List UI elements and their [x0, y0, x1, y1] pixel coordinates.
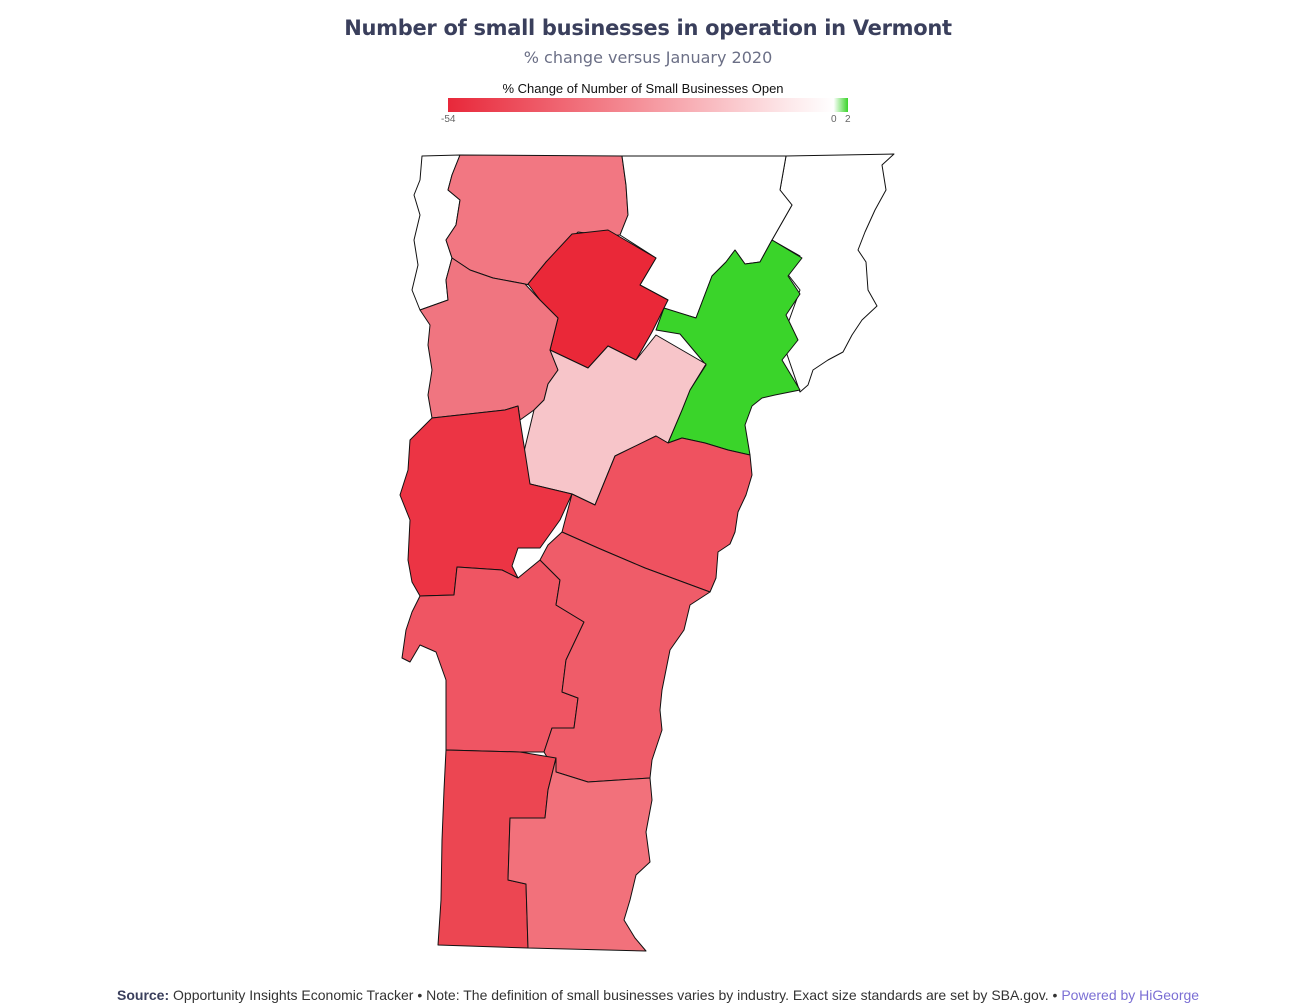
chart-subtitle: % change versus January 2020: [523, 48, 773, 67]
county-essex[interactable]: [771, 153, 895, 393]
footer: Source: Opportunity Insights Economic Tr…: [117, 987, 1199, 1003]
legend-color-scale: [448, 98, 848, 112]
legend-tick-min: -54: [441, 114, 456, 125]
county-windham[interactable]: [507, 757, 653, 952]
legend-tick-zero: 0: [831, 114, 837, 125]
legend-title: % Change of Number of Small Businesses O…: [502, 81, 784, 96]
source-text: Opportunity Insights Economic Tracker • …: [169, 987, 1062, 1003]
powered-by-link[interactable]: Powered by HiGeorge: [1061, 987, 1200, 1003]
legend-tick-max: 2: [845, 114, 851, 125]
chart-title: Number of small businesses in operation …: [344, 16, 952, 40]
source-label: Source:: [117, 987, 170, 1003]
